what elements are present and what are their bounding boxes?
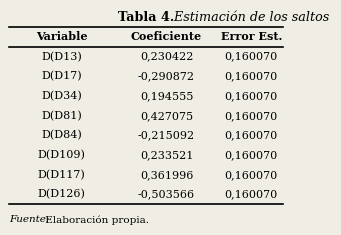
Text: D(D13): D(D13) xyxy=(41,51,82,62)
Text: D(D34): D(D34) xyxy=(41,91,82,101)
Text: D(D84): D(D84) xyxy=(41,130,82,141)
Text: -0,503566: -0,503566 xyxy=(138,190,195,200)
Text: 0,361996: 0,361996 xyxy=(140,170,193,180)
Text: 0,427075: 0,427075 xyxy=(140,111,193,121)
Text: Estimación de los saltos: Estimación de los saltos xyxy=(170,11,329,24)
Text: -0,290872: -0,290872 xyxy=(138,71,195,81)
Text: Fuente:: Fuente: xyxy=(9,215,49,224)
Text: 0,160070: 0,160070 xyxy=(225,130,278,141)
Text: 0,160070: 0,160070 xyxy=(225,71,278,81)
Text: 0,160070: 0,160070 xyxy=(225,150,278,160)
Text: D(D126): D(D126) xyxy=(38,189,85,200)
Text: Tabla 4.: Tabla 4. xyxy=(118,11,174,24)
Text: D(D81): D(D81) xyxy=(41,111,82,121)
Text: -0,215092: -0,215092 xyxy=(138,130,195,141)
Text: D(D109): D(D109) xyxy=(38,150,85,160)
Text: 0,160070: 0,160070 xyxy=(225,170,278,180)
Text: 0,230422: 0,230422 xyxy=(140,52,193,62)
Text: Variable: Variable xyxy=(35,31,87,42)
Text: D(D117): D(D117) xyxy=(38,170,85,180)
Text: Error Est.: Error Est. xyxy=(221,31,282,42)
Text: 0,194555: 0,194555 xyxy=(140,91,193,101)
Text: D(D17): D(D17) xyxy=(41,71,81,82)
Text: Coeficiente: Coeficiente xyxy=(131,31,202,42)
Text: 0,160070: 0,160070 xyxy=(225,52,278,62)
Text: 0,160070: 0,160070 xyxy=(225,190,278,200)
Text: 0,160070: 0,160070 xyxy=(225,91,278,101)
Text: 0,160070: 0,160070 xyxy=(225,111,278,121)
Text: Elaboración propia.: Elaboración propia. xyxy=(42,215,149,224)
Text: 0,233521: 0,233521 xyxy=(140,150,193,160)
